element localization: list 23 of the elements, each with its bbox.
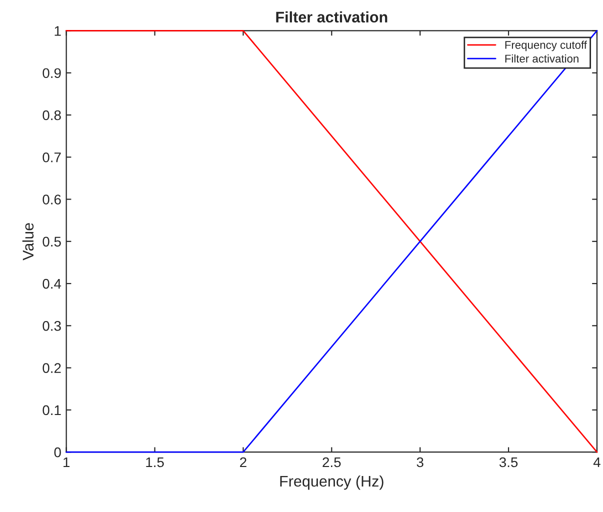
- x-tick-label: 2.5: [322, 457, 341, 468]
- x-tick-label: 3.5: [499, 457, 518, 468]
- y-tick-label: 0.1: [42, 405, 61, 416]
- y-tick-label: 0.8: [42, 110, 61, 120]
- y-tick-label: 1: [54, 26, 61, 36]
- y-tick-label: 0: [54, 447, 61, 458]
- y-tick-label: 0.3: [42, 321, 61, 331]
- y-tick-label: 0.4: [42, 278, 62, 289]
- chart-title: Filter activation: [276, 11, 388, 23]
- x-tick-label: 2: [240, 457, 246, 468]
- x-tick-label: 1: [64, 457, 70, 468]
- legend-label: Filter activation: [505, 54, 578, 63]
- x-axis-title: Frequency (Hz): [280, 475, 384, 490]
- y-tick-label: 0.9: [42, 68, 61, 78]
- y-axis-title: Value: [22, 223, 34, 260]
- x-tick-label: 3: [416, 457, 424, 468]
- y-tick-label: 0.7: [42, 152, 61, 162]
- legend-label: Frequency cutoff: [505, 40, 587, 52]
- y-tick-label: 0.5: [42, 236, 61, 247]
- x-tick-label: 1.5: [146, 457, 164, 468]
- y-tick-label: 0.2: [42, 363, 61, 373]
- y-tick-label: 0.6: [42, 194, 61, 204]
- x-tick-label: 4: [593, 457, 600, 468]
